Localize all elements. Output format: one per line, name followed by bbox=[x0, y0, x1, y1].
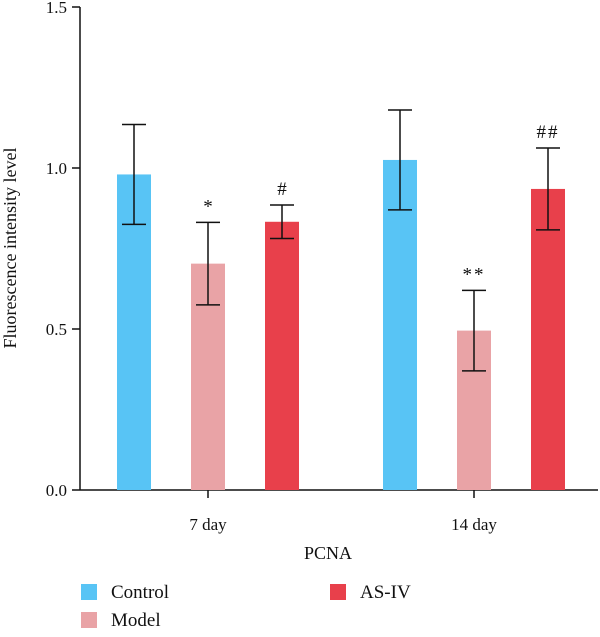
legend-item: AS-IV bbox=[330, 582, 411, 603]
error-bar bbox=[270, 204, 294, 240]
error-bars bbox=[122, 109, 560, 372]
x-axis-title: PCNA bbox=[304, 543, 352, 563]
legend-swatch bbox=[81, 612, 97, 628]
error-bar bbox=[122, 123, 146, 226]
significance-mark: * bbox=[203, 196, 213, 217]
error-bar bbox=[388, 109, 412, 211]
error-bar bbox=[462, 289, 486, 372]
y-axis-title: Fluorescence intensity level bbox=[0, 148, 20, 349]
significance-mark: # bbox=[277, 179, 287, 200]
x-axis: 7 day 14 day bbox=[80, 489, 598, 534]
significance-mark: ## bbox=[537, 122, 560, 143]
bar bbox=[531, 188, 565, 490]
y-tick-label: 1.5 bbox=[46, 0, 67, 17]
bar bbox=[117, 174, 151, 490]
legend-swatch bbox=[81, 584, 97, 600]
legend-label: Control bbox=[111, 582, 169, 603]
y-axis: 0.0 0.5 1.0 1.5 bbox=[46, 0, 81, 500]
legend-item: Control bbox=[81, 582, 169, 603]
x-tick-label: 7 day bbox=[189, 515, 227, 534]
y-tick-label: 0.0 bbox=[46, 481, 67, 500]
legend-label: AS-IV bbox=[360, 582, 411, 603]
y-tick-label: 1.0 bbox=[46, 159, 67, 178]
legend: Control Model AS-IV bbox=[81, 582, 411, 631]
bar bbox=[383, 159, 417, 490]
y-tick-label: 0.5 bbox=[46, 320, 67, 339]
legend-swatch bbox=[330, 584, 346, 600]
x-tick-label: 14 day bbox=[451, 515, 497, 534]
bars bbox=[117, 159, 565, 491]
bar bbox=[265, 221, 299, 491]
significance-annotations: * # ** ## bbox=[203, 122, 560, 285]
legend-item: Model bbox=[81, 610, 161, 631]
error-bar bbox=[196, 221, 220, 306]
error-bar bbox=[536, 147, 560, 231]
legend-label: Model bbox=[111, 610, 161, 631]
significance-mark: ** bbox=[463, 264, 486, 285]
